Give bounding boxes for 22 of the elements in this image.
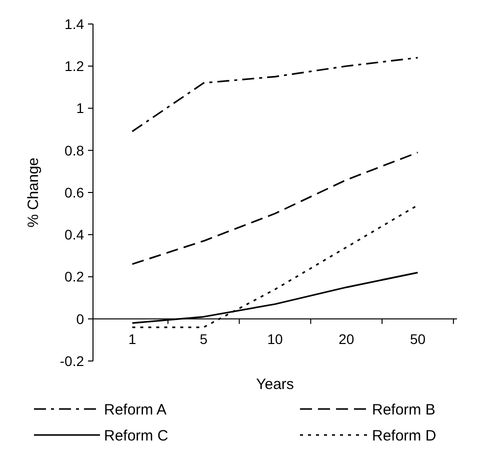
x-tick-label: 5 [200, 330, 208, 347]
y-tick-label: 1 [76, 100, 84, 116]
y-tick-label: 0.2 [64, 268, 84, 285]
y-tick-label: 0.6 [64, 184, 84, 200]
y-tick-label: 1.2 [64, 58, 84, 74]
legend-label: Reform B [372, 401, 436, 418]
x-tick-label: 50 [410, 330, 426, 347]
y-tick-label: 0.4 [64, 226, 84, 243]
y-tick-label: 1.4 [64, 16, 84, 32]
y-axis-title: % Change [25, 157, 42, 228]
x-tick-label: 1 [128, 330, 136, 347]
y-tick-label: 0 [76, 310, 84, 327]
line-series [131, 56, 419, 132]
x-axis-title: Years [256, 376, 294, 393]
legend-label: Reform C [104, 427, 168, 444]
x-tick-label: 20 [338, 330, 354, 347]
y-tick-label: -0.2 [60, 352, 84, 369]
y-tick-label: 0.8 [64, 142, 84, 158]
line-series [131, 152, 419, 265]
legend-label: Reform A [104, 401, 167, 418]
legend-label: Reform D [372, 427, 436, 444]
x-tick-label: 10 [267, 330, 283, 347]
